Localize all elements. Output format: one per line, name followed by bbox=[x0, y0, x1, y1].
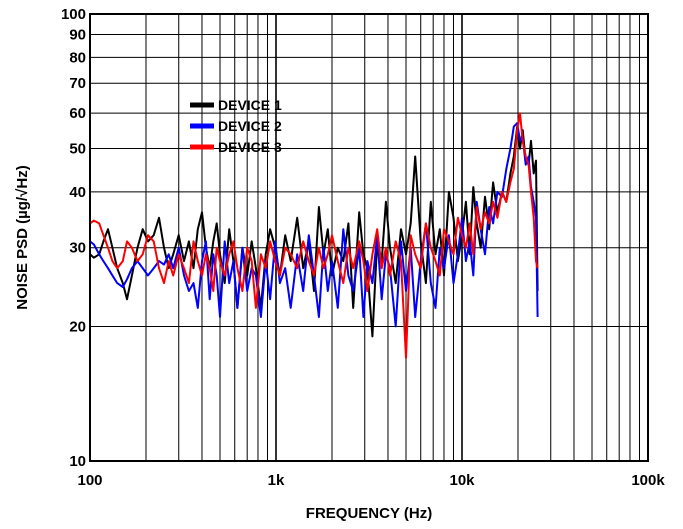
x-axis-title: FREQUENCY (Hz) bbox=[306, 505, 432, 522]
y-tick-label: 80 bbox=[69, 49, 86, 66]
legend-label: DEVICE 2 bbox=[218, 118, 282, 134]
plot-frame bbox=[89, 13, 649, 462]
series-line-device-2 bbox=[89, 122, 539, 328]
legend-label: DEVICE 1 bbox=[218, 97, 282, 113]
series-line-device-1 bbox=[89, 125, 539, 338]
y-tick-labels: 10 20 30 40 50 60 70 80 90 100 bbox=[61, 6, 86, 470]
y-tick-label: 100 bbox=[61, 6, 86, 23]
y-tick-label: 90 bbox=[69, 26, 86, 43]
grid-lines bbox=[89, 14, 648, 462]
series-lines bbox=[89, 112, 539, 359]
x-tick-label: 100 bbox=[77, 472, 102, 489]
x-tick-label: 1k bbox=[268, 472, 285, 489]
y-tick-label: 60 bbox=[69, 105, 86, 122]
y-tick-label: 50 bbox=[69, 141, 86, 158]
y-tick-label: 20 bbox=[69, 318, 86, 335]
legend: DEVICE 1 DEVICE 2 DEVICE 3 bbox=[190, 97, 282, 155]
x-tick-labels: 100 1k 10k 100k bbox=[77, 472, 665, 489]
y-tick-label: 40 bbox=[69, 184, 86, 201]
x-tick-label: 100k bbox=[631, 472, 665, 489]
legend-label: DEVICE 3 bbox=[218, 139, 282, 155]
y-tick-label: 30 bbox=[69, 240, 86, 257]
y-axis-title: NOISE PSD (µg/√Hz) bbox=[14, 165, 31, 309]
series-line-device-3 bbox=[89, 112, 539, 359]
y-tick-label: 10 bbox=[69, 453, 86, 470]
x-tick-label: 10k bbox=[449, 472, 475, 489]
y-tick-label: 70 bbox=[69, 75, 86, 92]
